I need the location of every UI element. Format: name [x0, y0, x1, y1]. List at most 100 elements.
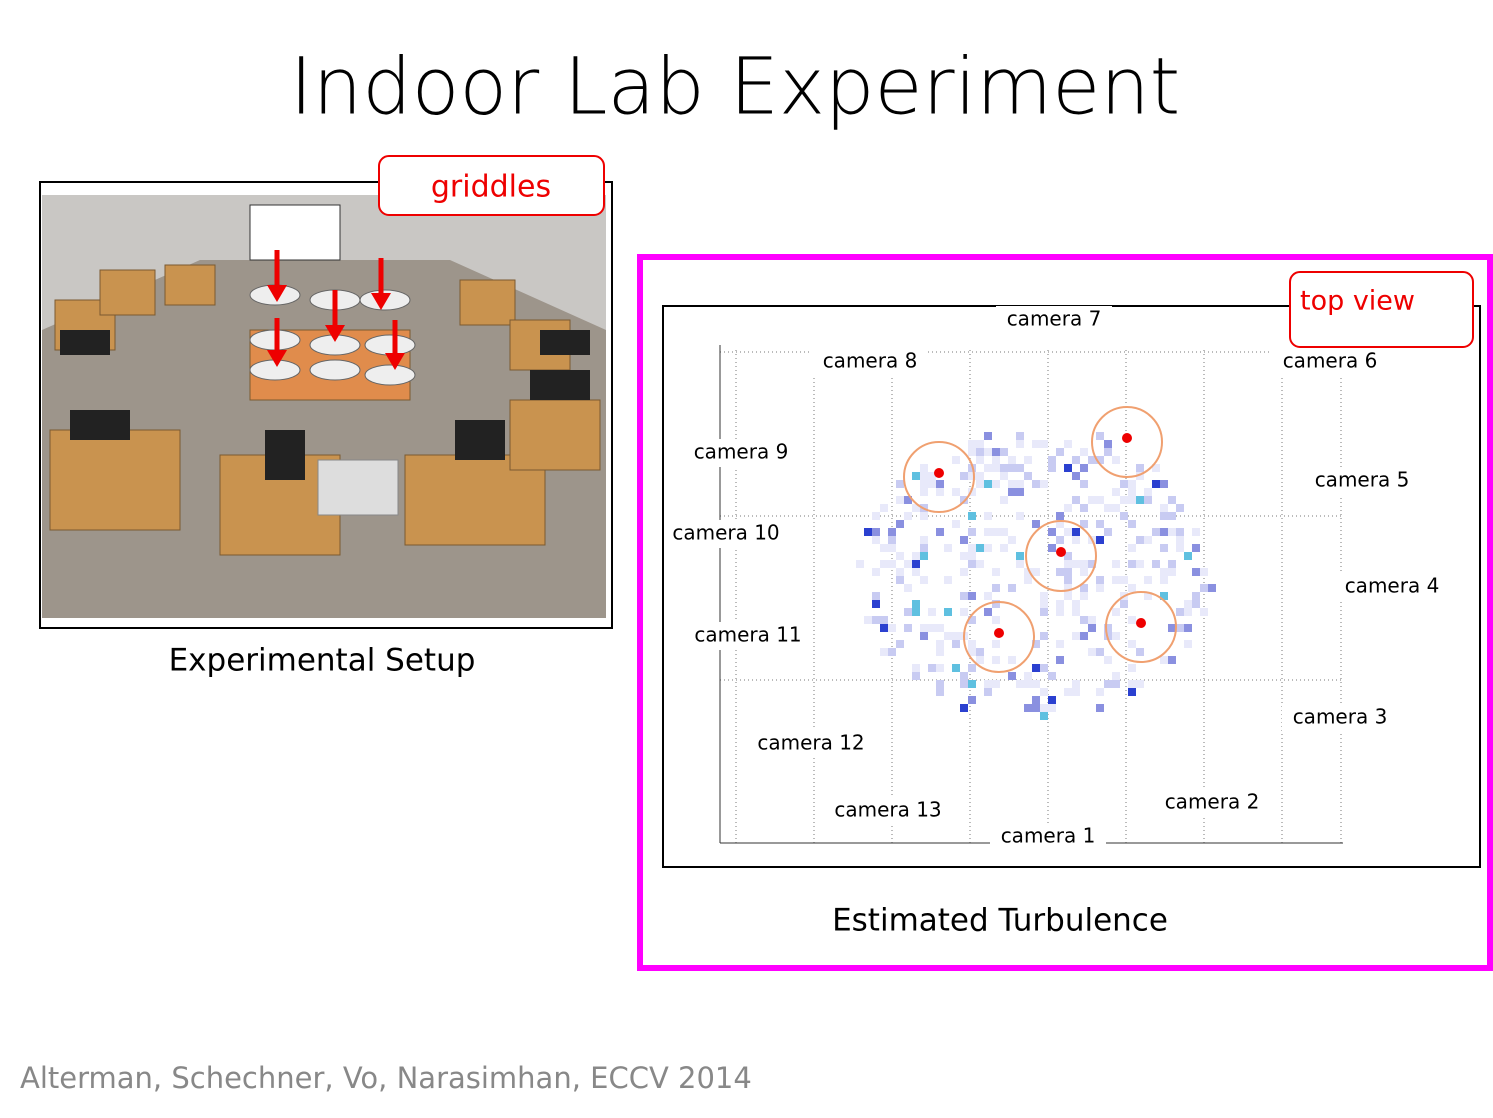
heat-cell: [1168, 512, 1176, 520]
heat-cell: [1040, 600, 1048, 608]
heat-cell: [976, 656, 984, 664]
heat-cell: [1056, 656, 1064, 664]
heat-cell: [864, 616, 872, 624]
heat-cell: [1200, 584, 1208, 592]
heat-cell: [904, 584, 912, 592]
heat-cell: [1072, 536, 1080, 544]
heat-cell: [912, 608, 920, 616]
heat-cell: [1112, 456, 1120, 464]
heat-cell: [1160, 480, 1168, 488]
label-bg: [1334, 573, 1450, 601]
heat-cell: [968, 640, 976, 648]
heat-cell: [1112, 560, 1120, 568]
camera-label: camera 6: [1283, 349, 1378, 373]
heat-cell: [1032, 480, 1040, 488]
camera-label: camera 5: [1315, 468, 1410, 492]
heat-cell: [992, 680, 1000, 688]
heat-cell: [984, 480, 992, 488]
heat-cell: [1064, 576, 1072, 584]
heat-cell: [984, 512, 992, 520]
heat-cell: [936, 664, 944, 672]
heat-cell: [1128, 664, 1136, 672]
heat-cell: [1016, 480, 1024, 488]
heat-cell: [1040, 664, 1048, 672]
heat-cell: [1120, 600, 1128, 608]
griddle-ring: [1025, 520, 1097, 592]
heat-cell: [1176, 608, 1184, 616]
heat-cell: [1040, 608, 1048, 616]
heat-cell: [1120, 512, 1128, 520]
heat-cell: [1048, 544, 1056, 552]
heat-cell: [1056, 512, 1064, 520]
heat-cell: [1128, 544, 1136, 552]
heat-cell: [984, 680, 992, 688]
heat-cell: [1128, 496, 1136, 504]
heat-cell: [904, 560, 912, 568]
heat-cell: [1128, 480, 1136, 488]
heat-cell: [992, 464, 1000, 472]
heat-cell: [944, 608, 952, 616]
heat-cell: [952, 488, 960, 496]
heat-cell: [984, 432, 992, 440]
heat-cell: [968, 664, 976, 672]
heat-cell: [856, 560, 864, 568]
heat-cell: [1136, 560, 1144, 568]
heat-cell: [936, 488, 944, 496]
heat-cell: [936, 480, 944, 488]
heat-cell: [936, 680, 944, 688]
heat-cell: [888, 648, 896, 656]
camera-label: camera 8: [823, 349, 918, 373]
heat-cell: [1184, 600, 1192, 608]
heat-cell: [1104, 504, 1112, 512]
heat-cell: [1048, 456, 1056, 464]
heat-cell: [872, 568, 880, 576]
heat-cell: [1168, 656, 1176, 664]
heat-cell: [880, 504, 888, 512]
heat-cell: [1016, 440, 1024, 448]
heat-cell: [1160, 504, 1168, 512]
heat-cell: [912, 568, 920, 576]
callout-box: [1289, 271, 1474, 348]
heat-cell: [1024, 680, 1032, 688]
heat-cell: [952, 632, 960, 640]
heat-cell: [1096, 536, 1104, 544]
heat-cell: [976, 456, 984, 464]
heat-cell: [1136, 472, 1144, 480]
heat-cell: [1176, 504, 1184, 512]
camera-label: camera 10: [672, 521, 779, 545]
heat-cell: [904, 624, 912, 632]
heat-cell: [1040, 712, 1048, 720]
turbulence-map: camera 1 camera 2 camera 3 camera 4 camera 5…: [668, 306, 1450, 851]
heat-cell: [896, 496, 904, 504]
heat-cell: [960, 536, 968, 544]
heat-cell: [1080, 616, 1088, 624]
heat-cell: [960, 496, 968, 504]
heat-cell: [1144, 488, 1152, 496]
heat-cell: [872, 600, 880, 608]
griddle-ring: [903, 441, 975, 513]
heat-cell: [992, 568, 1000, 576]
heat-cell: [1064, 440, 1072, 448]
heat-cell: [1192, 600, 1200, 608]
heat-cell: [1176, 528, 1184, 536]
heat-cell: [1144, 496, 1152, 504]
heat-cell: [864, 528, 872, 536]
heat-cell: [960, 568, 968, 576]
heat-cell: [1088, 624, 1096, 632]
heat-cell: [904, 496, 912, 504]
label-bg: [996, 306, 1112, 334]
heat-cell: [920, 576, 928, 584]
heat-cell: [1032, 568, 1040, 576]
heat-cell: [1056, 536, 1064, 544]
heat-cell: [1200, 568, 1208, 576]
citation: Alterman, Schechner, Vo, Narasimhan, ECC…: [20, 1061, 752, 1095]
heat-cell: [920, 544, 928, 552]
heat-cell: [1080, 560, 1088, 568]
heat-cell: [888, 536, 896, 544]
heat-cell: [1136, 464, 1144, 472]
label-bg: [1304, 467, 1420, 495]
heat-cell: [1112, 680, 1120, 688]
label-bg: [753, 730, 869, 758]
heat-cell: [1008, 488, 1016, 496]
heat-cell: [1096, 456, 1104, 464]
